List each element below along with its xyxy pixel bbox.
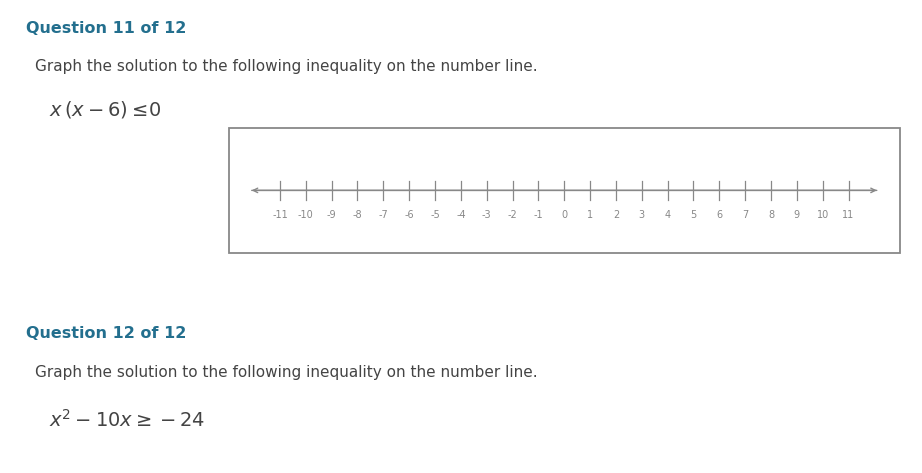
Text: Question 12 of 12: Question 12 of 12 [26,326,186,342]
Text: 6: 6 [716,210,723,220]
Text: 1: 1 [587,210,593,220]
Text: -9: -9 [326,210,337,220]
Text: 8: 8 [768,210,774,220]
Text: $\mathit{x}^{2}-10\mathit{x}\geq-24$: $\mathit{x}^{2}-10\mathit{x}\geq-24$ [49,409,205,431]
Text: -11: -11 [272,210,288,220]
Text: -7: -7 [378,210,388,220]
Text: 2: 2 [613,210,619,220]
Text: 0: 0 [561,210,567,220]
Text: 7: 7 [742,210,749,220]
Text: -3: -3 [482,210,491,220]
Text: -1: -1 [534,210,543,220]
Text: -6: -6 [405,210,414,220]
Text: -5: -5 [431,210,440,220]
Text: -8: -8 [353,210,362,220]
Text: Graph the solution to the following inequality on the number line.: Graph the solution to the following ineq… [35,59,538,74]
Text: 4: 4 [665,210,670,220]
Text: -10: -10 [298,210,313,220]
Bar [229,128,900,253]
Text: 9: 9 [794,210,800,220]
Text: -4: -4 [456,210,466,220]
Text: 3: 3 [639,210,644,220]
Text: 10: 10 [817,210,829,220]
Text: 5: 5 [691,210,697,220]
Text: $\mathit{x}\,(\mathit{x}-6)\leq\!0$: $\mathit{x}\,(\mathit{x}-6)\leq\!0$ [49,99,161,120]
Text: -2: -2 [508,210,517,220]
Text: Question 11 of 12: Question 11 of 12 [26,21,186,36]
Text: Graph the solution to the following inequality on the number line.: Graph the solution to the following ineq… [35,365,538,380]
Text: 11: 11 [843,210,855,220]
